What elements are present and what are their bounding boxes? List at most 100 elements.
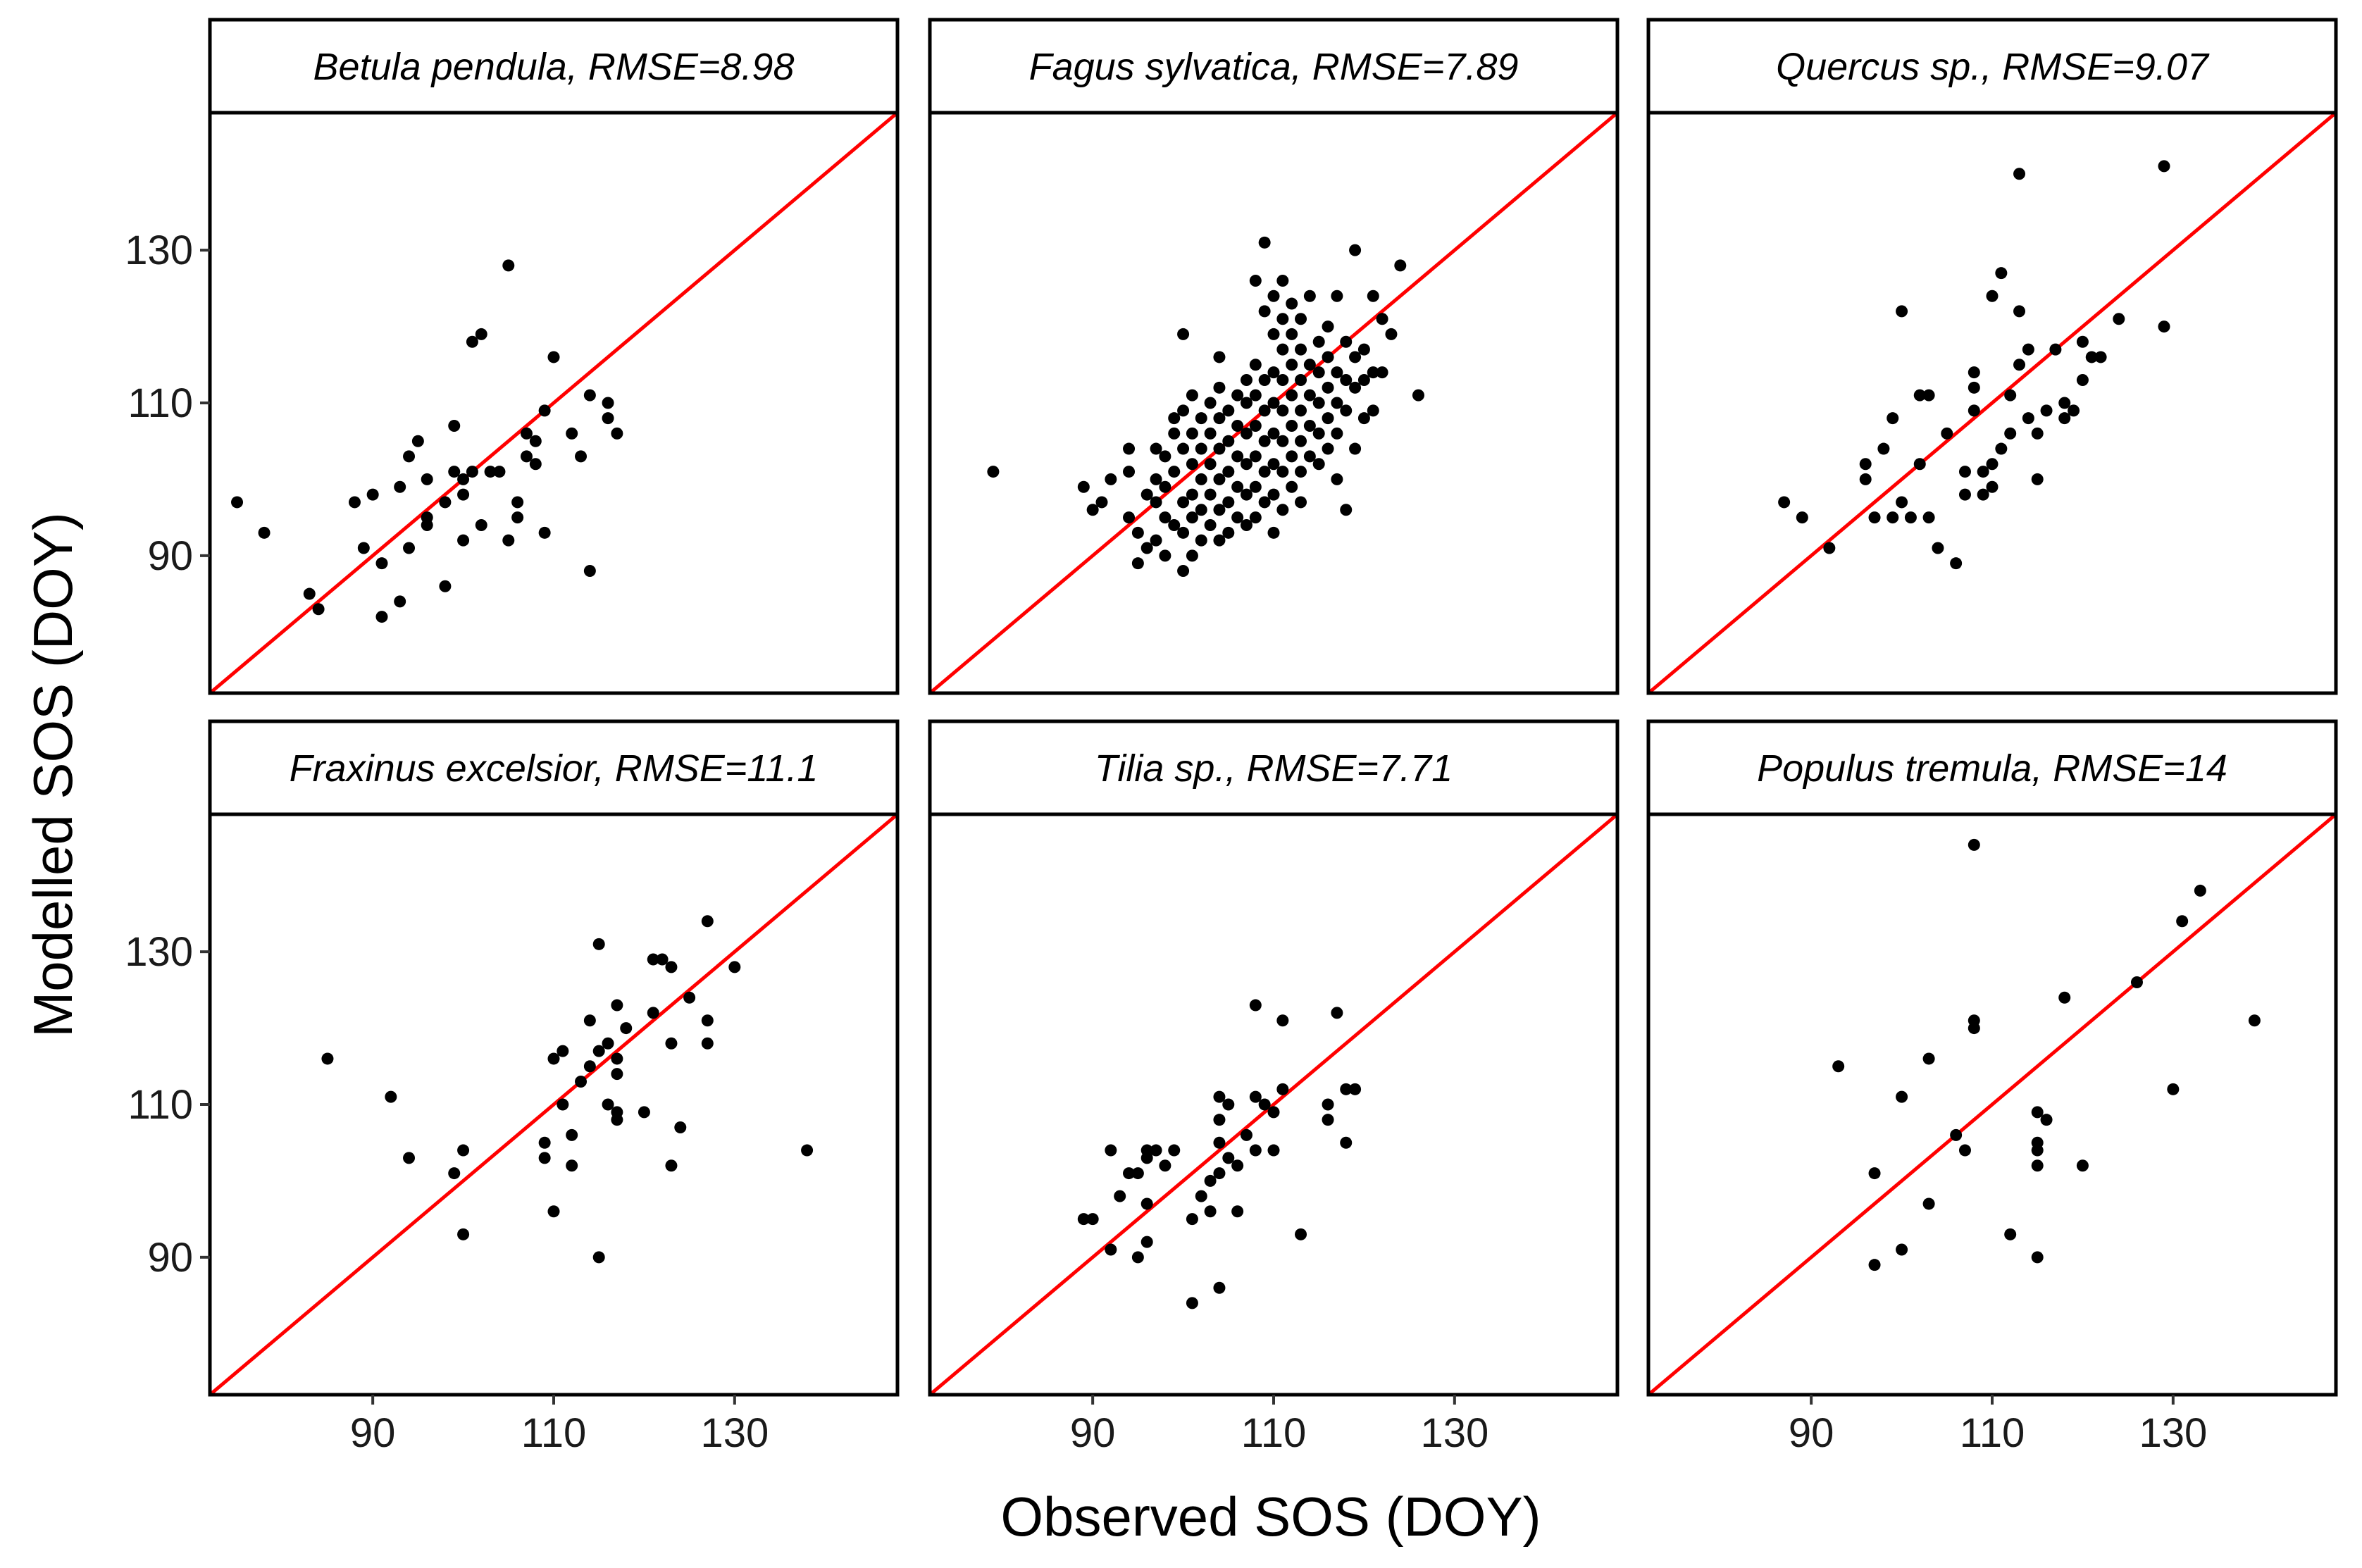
data-point: [1186, 549, 1198, 562]
data-point: [1240, 397, 1253, 409]
panel-6: Populus tremula, RMSE=14 90 110 130: [1646, 719, 2338, 1456]
data-point: [394, 480, 406, 493]
data-point: [1123, 442, 1136, 455]
data-point: [538, 1152, 551, 1164]
data-point: [2176, 915, 2189, 928]
data-point: [1904, 511, 1917, 524]
data-point: [2031, 427, 2044, 440]
data-point: [547, 1205, 560, 1218]
data-point: [1349, 381, 1362, 394]
data-point: [1150, 1144, 1162, 1157]
data-point: [2076, 373, 2089, 386]
data-point: [1177, 328, 1190, 340]
data-point: [1240, 1128, 1253, 1141]
data-point: [1312, 458, 1325, 471]
data-point: [1986, 290, 1999, 302]
data-point: [1349, 351, 1362, 363]
panel-title: Fagus sylvatica, RMSE=7.89: [1029, 46, 1519, 88]
data-point: [1231, 450, 1244, 463]
data-point: [2068, 404, 2080, 417]
data-point: [566, 1159, 578, 1172]
data-point: [475, 328, 487, 340]
facet-grid: Betula pendula, RMSE=8.98 90 110 130 Fagus s…: [125, 18, 2338, 1456]
data-point: [394, 595, 406, 608]
data-point: [1986, 458, 1999, 471]
data-point: [1349, 1083, 1362, 1095]
data-point: [1249, 511, 1262, 524]
data-point: [2013, 168, 2026, 180]
data-point: [1231, 511, 1244, 524]
data-point: [1322, 381, 1334, 394]
data-point: [520, 427, 533, 440]
data-point: [1222, 404, 1235, 417]
data-point: [1267, 290, 1280, 302]
y-tick-label: 90: [147, 533, 193, 579]
panel-strip: [208, 719, 900, 816]
data-point: [1340, 504, 1353, 516]
data-point: [647, 953, 659, 966]
data-point: [1140, 1197, 1153, 1210]
data-point: [1295, 496, 1307, 509]
data-point: [1195, 412, 1207, 425]
data-point: [701, 1037, 714, 1050]
data-point: [1796, 511, 1808, 524]
data-point: [547, 351, 560, 363]
data-point: [1131, 1167, 1144, 1180]
data-point: [1394, 259, 1407, 272]
data-point: [1322, 1098, 1334, 1111]
data-point: [1922, 511, 1935, 524]
data-point: [1267, 366, 1280, 379]
data-point: [1123, 1167, 1136, 1180]
data-point: [258, 526, 271, 539]
data-point: [1376, 313, 1388, 325]
data-point: [375, 611, 388, 623]
data-point: [611, 427, 623, 440]
data-point: [1349, 244, 1362, 256]
data-point: [1295, 373, 1307, 386]
data-point: [1186, 389, 1198, 402]
data-point: [1186, 427, 1198, 440]
data-point: [1213, 381, 1226, 394]
data-point: [1114, 1190, 1126, 1202]
data-point: [1195, 534, 1207, 547]
data-point: [2058, 397, 2071, 409]
data-point: [575, 450, 588, 463]
data-point: [1213, 504, 1226, 516]
plot-content: [1648, 113, 2336, 693]
data-point: [638, 1106, 650, 1119]
data-point: [421, 473, 433, 485]
data-point: [538, 1136, 551, 1149]
panel-strip: [1646, 719, 2338, 816]
data-point: [566, 427, 578, 440]
data-point: [357, 542, 370, 554]
data-point: [2040, 404, 2053, 417]
data-point: [1950, 1128, 1963, 1141]
data-point: [1240, 518, 1253, 531]
data-point: [1213, 1167, 1226, 1180]
data-point: [1168, 412, 1181, 425]
data-point: [1150, 496, 1162, 509]
data-point: [1941, 427, 1953, 440]
data-point: [2031, 473, 2044, 485]
data-point: [2113, 313, 2125, 325]
data-point: [1213, 473, 1226, 485]
data-point: [385, 1090, 397, 1103]
data-point: [1367, 404, 1379, 417]
data-point: [2013, 359, 2026, 371]
plot-content: [1648, 814, 2336, 1395]
data-point: [511, 511, 524, 524]
one-to-one-line: [210, 814, 897, 1395]
data-point: [1105, 473, 1117, 485]
panel-5: Tilia sp., RMSE=7.71 90 110 130: [928, 719, 1620, 1456]
data-point: [1295, 435, 1307, 447]
data-point: [1385, 328, 1398, 340]
data-point: [656, 953, 669, 966]
panel-2: Fagus sylvatica, RMSE=7.89: [928, 18, 1620, 695]
panel-1: Betula pendula, RMSE=8.98 90 110 130: [125, 18, 900, 695]
y-tick-label: 110: [128, 380, 193, 426]
data-point: [1140, 488, 1153, 501]
data-point: [728, 961, 741, 973]
data-point: [2031, 1106, 2044, 1119]
one-to-one-line: [930, 814, 1617, 1395]
data-point: [403, 1152, 416, 1164]
